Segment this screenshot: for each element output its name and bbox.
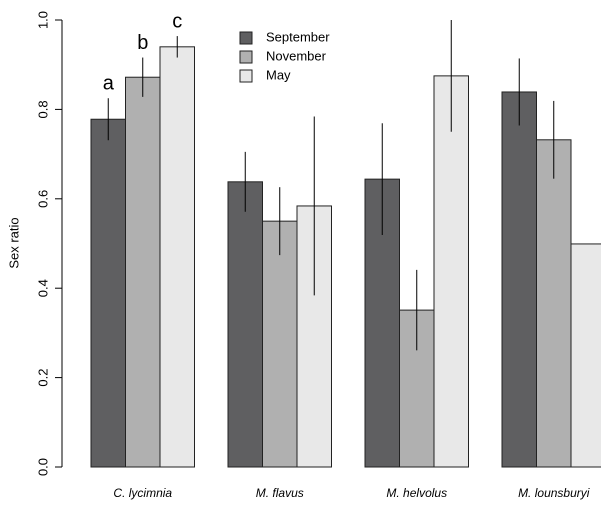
legend-label: May: [266, 67, 291, 82]
bar: [399, 309, 435, 468]
bar: [433, 75, 469, 468]
annotation: b: [137, 32, 148, 54]
bar: [296, 205, 332, 468]
y-tick-label: 0.2: [35, 369, 50, 387]
annotation: a: [103, 73, 115, 95]
x-tick-label: M. lounsburyi: [518, 486, 590, 500]
x-tick-label: C. lycimnia: [113, 486, 172, 500]
legend-swatch: [239, 69, 253, 83]
y-tick-label: 1.0: [35, 11, 50, 29]
x-tick-label: M. helvolus: [386, 486, 447, 500]
legend-swatch: [239, 50, 253, 64]
y-tick-label: 0.8: [35, 100, 50, 118]
bar: [159, 46, 195, 468]
y-tick-label: 0.6: [35, 190, 50, 208]
bar: [90, 118, 126, 468]
x-tick-label: M. flavus: [256, 486, 304, 500]
y-axis-label: Sex ratio: [6, 217, 21, 268]
bar: [125, 76, 161, 468]
legend-swatch: [239, 31, 253, 45]
y-tick-label: 0.4: [35, 279, 50, 297]
bar: [536, 139, 572, 468]
bar: [501, 91, 537, 468]
bar: [227, 181, 263, 468]
y-tick-label: 0.0: [35, 458, 50, 476]
bar: [570, 243, 601, 468]
legend-label: September: [266, 29, 330, 44]
bar: [262, 220, 298, 468]
legend-label: November: [266, 48, 327, 63]
annotation: c: [172, 10, 182, 32]
